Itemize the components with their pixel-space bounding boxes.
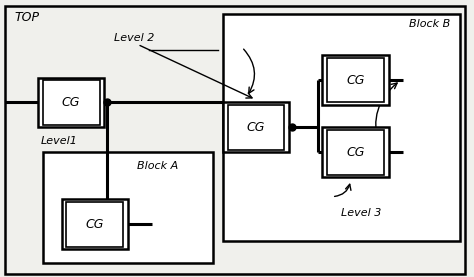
Bar (223, 102, 289, 152)
Text: CG: CG (86, 218, 104, 231)
Bar (38, 78, 104, 127)
Text: CG: CG (247, 121, 265, 134)
Text: TOP: TOP (14, 11, 39, 24)
Bar (322, 55, 389, 105)
Bar (62, 199, 128, 249)
Text: Block A: Block A (137, 161, 178, 171)
Bar (228, 105, 284, 150)
Bar (43, 152, 213, 263)
Text: Level 3: Level 3 (341, 208, 382, 218)
Bar (223, 14, 460, 241)
Bar (327, 130, 384, 175)
Text: Level1: Level1 (40, 136, 77, 146)
Text: CG: CG (346, 74, 365, 87)
Text: CG: CG (346, 146, 365, 159)
Bar (322, 127, 389, 177)
Bar (43, 80, 100, 125)
Text: Level 2: Level 2 (114, 33, 154, 43)
Bar (327, 58, 384, 102)
Bar (66, 202, 123, 247)
Text: Block B: Block B (409, 19, 450, 29)
Text: CG: CG (62, 96, 80, 109)
